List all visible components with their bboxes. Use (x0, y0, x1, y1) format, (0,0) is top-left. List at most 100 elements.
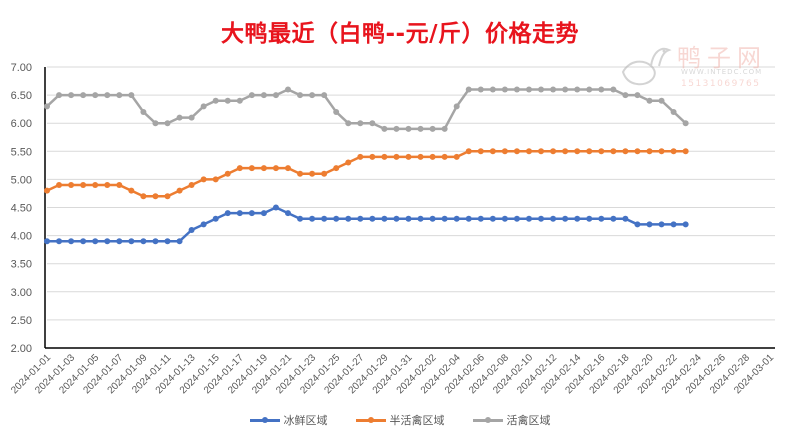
series-lines (44, 86, 689, 245)
data-point (586, 215, 593, 222)
data-point (489, 215, 496, 222)
data-point (152, 120, 159, 127)
data-point (538, 215, 545, 222)
watermark: 鸭子网 WWW.INTEDC.COM 15131069765 (615, 38, 785, 93)
data-point (309, 215, 316, 222)
y-tick-label: 3.00 (11, 287, 32, 299)
data-point (682, 221, 689, 228)
data-point (92, 92, 99, 99)
data-point (200, 103, 207, 110)
data-point (501, 148, 508, 155)
data-point (44, 187, 50, 194)
data-point (513, 215, 520, 222)
data-point (357, 120, 364, 127)
data-point (128, 238, 135, 245)
data-point (550, 86, 557, 93)
legend-marker-icon (472, 415, 503, 425)
legend-item-live: 活禽区域 (472, 412, 551, 428)
data-point (357, 153, 364, 160)
data-point (56, 238, 63, 245)
data-point (212, 176, 219, 183)
data-point (369, 120, 376, 127)
data-point (405, 153, 412, 160)
data-point (272, 92, 279, 99)
legend-label: 半活禽区域 (389, 414, 445, 427)
data-point (634, 92, 641, 99)
y-tick-label: 2.50 (11, 315, 32, 327)
data-point (622, 215, 629, 222)
data-point (297, 92, 304, 99)
duck-logo-icon (621, 47, 672, 86)
data-point (586, 86, 593, 93)
watermark-name: 鸭子网 (677, 44, 767, 72)
y-axis-ticks: 7.00 6.50 6.00 5.50 5.00 4.50 4.00 3.50 3.00 2.50… (11, 62, 32, 355)
data-point (140, 238, 147, 245)
data-point (465, 215, 472, 222)
data-point (586, 148, 593, 155)
data-point (345, 120, 352, 127)
legend-marker-icon (249, 415, 280, 425)
data-point (658, 97, 665, 104)
data-point (80, 238, 87, 245)
data-point (381, 125, 388, 132)
data-point (550, 215, 557, 222)
series-line (44, 204, 689, 245)
data-point (68, 182, 75, 189)
data-point (297, 170, 304, 177)
data-point (610, 148, 617, 155)
data-point (381, 153, 388, 160)
legend-item-semi-live: 半活禽区域 (355, 412, 445, 428)
data-point (393, 215, 400, 222)
data-point (501, 215, 508, 222)
data-point (513, 86, 520, 93)
data-point (598, 148, 605, 155)
data-point (248, 210, 255, 217)
data-point (56, 182, 63, 189)
data-point (260, 165, 267, 172)
data-point (345, 159, 352, 166)
data-point (405, 215, 412, 222)
data-point (670, 221, 677, 228)
data-point (297, 215, 304, 222)
data-point (333, 108, 340, 115)
data-point (598, 86, 605, 93)
data-point (477, 148, 484, 155)
y-tick-label: 4.50 (11, 203, 32, 215)
data-point (429, 153, 436, 160)
data-point (465, 148, 472, 155)
data-point (357, 215, 364, 222)
data-point (128, 92, 135, 99)
data-point (164, 120, 171, 127)
data-point (44, 103, 50, 110)
data-point (152, 193, 159, 200)
data-point (321, 215, 328, 222)
legend-label: 冰鲜区域 (283, 414, 328, 427)
data-point (68, 92, 75, 99)
data-point (477, 86, 484, 93)
data-point (80, 92, 87, 99)
data-point (176, 114, 183, 121)
data-point (622, 148, 629, 155)
data-point (321, 170, 328, 177)
data-point (224, 170, 231, 177)
data-point (236, 97, 243, 104)
data-point (104, 238, 111, 245)
y-tick-label: 4.00 (11, 231, 32, 243)
axes (44, 67, 775, 349)
data-point (417, 153, 424, 160)
data-point (321, 92, 328, 99)
y-tick-label: 6.00 (11, 118, 32, 130)
data-point (248, 165, 255, 172)
data-point (562, 215, 569, 222)
data-point (477, 215, 484, 222)
data-point (526, 215, 532, 222)
data-point (538, 86, 545, 93)
data-point (44, 238, 50, 245)
data-point (682, 148, 689, 155)
data-point (405, 125, 412, 132)
data-point (333, 165, 340, 172)
data-point (80, 182, 87, 189)
data-point (513, 148, 520, 155)
legend-item-frozen: 冰鲜区域 (249, 412, 328, 428)
data-point (465, 86, 472, 93)
